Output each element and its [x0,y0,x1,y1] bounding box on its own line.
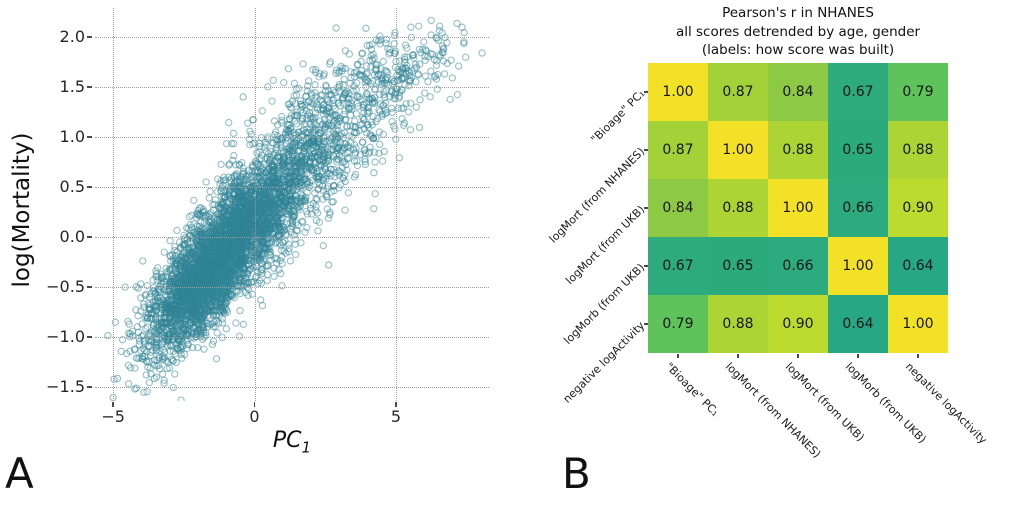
x-gridline [395,8,397,401]
panel-a-letter: A [5,449,34,498]
heatmap-cell-r5c4: 0.64 [828,295,888,353]
y-tick-mark [87,136,92,138]
heatmap-title-line-3: (labels: how score was built) [701,42,895,58]
heatmap-x-tick-mark [917,354,919,358]
heatmap-grid: 1.00 0.87 0.84 0.67 0.79 0.87 1.00 0.88 0.65 0.88… [648,63,948,353]
heatmap-y-tick-mark [644,91,648,93]
y-tick-label: 0.5 [59,177,85,196]
heatmap-title-line-1: Pearson's r in NHANES [722,5,874,21]
y-tick-mark [87,86,92,88]
heatmap-cell-r4c5: 0.64 [888,237,948,295]
y-tick-label: −1.5 [46,377,85,396]
heatmap-cell-r2c1: 0.87 [648,121,708,179]
heatmap-cell-r1c4: 0.67 [828,63,888,121]
heatmap-x-tick-mark [677,354,679,358]
heatmap-cell-r4c4: 1.00 [828,237,888,295]
heatmap-cell-r2c3: 0.88 [768,121,828,179]
scatter-points-canvas [95,8,489,401]
heatmap-cell-r1c2: 0.87 [708,63,768,121]
x-axis-label: PC1 [250,428,334,456]
y-tick-label: 0.0 [59,227,85,246]
y-tick-label: 1.5 [59,77,85,96]
y-tick-label: −1.0 [46,327,85,346]
y-gridline [95,87,489,88]
y-gridline [95,137,489,138]
heatmap-cell-r3c2: 0.88 [708,179,768,237]
heatmap-title: Pearson's r in NHANES all scores detrend… [676,4,920,60]
heatmap-x-tick-mark [737,354,739,358]
heatmap-y-tick-mark [644,265,648,267]
y-gridline [95,337,489,338]
panel-b-letter: B [562,449,591,498]
heatmap-cell-r1c3: 0.84 [768,63,828,121]
heatmap-y-tick-mark [644,207,648,209]
heatmap-cell-r3c1: 0.84 [648,179,708,237]
y-gridline [95,237,489,238]
heatmap-cell-r5c1: 0.79 [648,295,708,353]
scatter-plot-area: 2.0 1.5 1.0 0.5 0.0 −0.5 −1.0 −1.5 −5 0 5 [46,8,489,426]
x-tick-mark [112,402,114,407]
x-gridline [113,8,115,401]
y-tick-mark [87,336,92,338]
heatmap-y-tick-mark [644,149,648,151]
heatmap-cell-r4c1: 0.67 [648,237,708,295]
heatmap-cell-r5c5: 1.00 [888,295,948,353]
y-tick-mark [87,236,92,238]
heatmap-cell-r5c2: 0.88 [708,295,768,353]
heatmap-cell-r2c5: 0.88 [888,121,948,179]
y-gridline [95,187,489,188]
y-tick-mark [87,386,92,388]
y-tick-mark [87,36,92,38]
heatmap-cell-r2c4: 0.65 [828,121,888,179]
y-tick-label: −0.5 [46,277,85,296]
x-tick-label: −5 [101,407,125,426]
x-tick-mark [395,402,397,407]
heatmap-cell-r3c3: 1.00 [768,179,828,237]
x-tick-mark [253,402,256,407]
x-tick-label: 0 [249,407,260,426]
heatmap-cell-r1c5: 0.79 [888,63,948,121]
y-tick-mark [87,286,92,288]
heatmap-cell-r1c1: 1.00 [648,63,708,121]
heatmap-x-tick-mark [797,354,799,358]
y-tick-label: 1.0 [59,127,85,146]
heatmap-title-line-2: all scores detrended by age, gender [675,23,921,40]
y-tick-label: 2.0 [59,27,85,46]
heatmap-cell-r5c3: 0.90 [768,295,828,353]
x-gridline [254,8,256,401]
heatmap-cell-r3c5: 0.90 [888,179,948,237]
y-tick-mark [87,186,92,188]
y-gridline [95,287,489,288]
heatmap-x-tick-mark [857,354,859,358]
heatmap-cell-r4c3: 0.66 [768,237,828,295]
heatmap-cell-r2c2: 1.00 [708,121,768,179]
y-gridline [95,387,489,388]
heatmap-col-label: "Bioage" PC₁ [662,360,722,419]
y-gridline [95,37,489,38]
x-tick-label: 5 [390,407,402,426]
heatmap-y-tick-mark [644,323,648,325]
heatmap-cell-r3c4: 0.66 [828,179,888,237]
heatmap-cell-r4c2: 0.65 [708,237,768,295]
x-axis-label-main: PC [272,428,302,453]
x-axis-label-subscript: 1 [301,438,312,457]
